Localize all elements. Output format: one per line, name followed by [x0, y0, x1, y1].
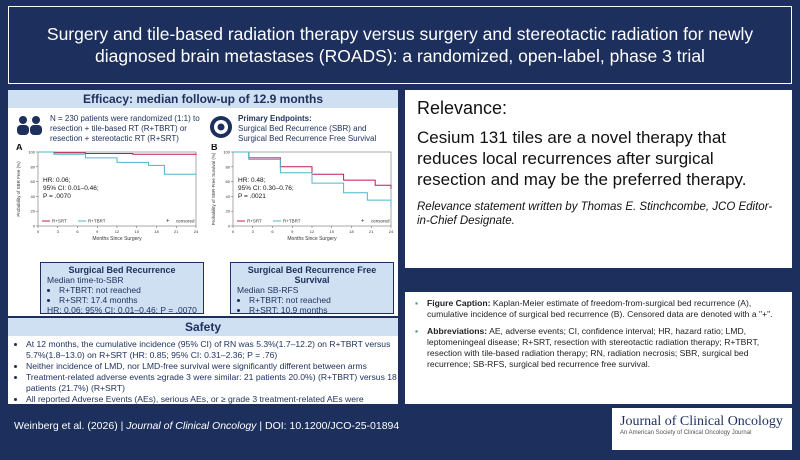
logo: Journal of Clinical Oncology An American… [612, 408, 792, 450]
result-box: Surgical Bed Recurrence Free Survival Med… [230, 262, 394, 325]
y-tick-label: 40 [31, 194, 36, 199]
relevance-panel: Relevance: Cesium 131 tiles are a novel … [405, 90, 792, 268]
box-title: Surgical Bed Recurrence Free Survival [247, 265, 377, 285]
x-tick-label: 24 [194, 229, 199, 234]
x-tick-label: 15 [135, 229, 140, 234]
panel-letter: A [16, 144, 23, 152]
x-tick-label: 12 [115, 229, 120, 234]
box-bullet: R+TBRT: not reached [59, 285, 197, 295]
y-tick-label: 20 [226, 209, 231, 214]
x-tick-label: 6 [76, 229, 79, 234]
safety-bullet: At 12 months, the cumulative incidence (… [26, 339, 398, 361]
relevance-heading: Relevance: [417, 98, 508, 118]
panel-letter: B [211, 144, 218, 152]
caption-label: Figure Caption: [427, 298, 491, 308]
safety-header: Safety [8, 318, 398, 336]
efficacy-header: Efficacy: median follow-up of 12.9 month… [8, 90, 398, 108]
x-tick-label: 18 [349, 229, 354, 234]
citation-end: | DOI: 10.1200/JCO-25-01894 [256, 420, 400, 432]
citation-start: Weinberg et al. (2026) | [14, 420, 127, 432]
y-tick-label: 80 [226, 164, 231, 169]
safety-bullet: Treatment-related adverse events ≥grade … [26, 372, 398, 394]
stat-text: HR: 0.06; [43, 177, 71, 184]
legend-plus: + [361, 219, 365, 225]
citation-journal: Journal of Clinical Oncology [126, 420, 257, 432]
legend-label: R+SRT [247, 219, 262, 224]
box-bullet: R+SRT: 17.4 months [59, 295, 197, 305]
box-bullets: R+TBRT: not reachedR+SRT: 10.9 months [237, 295, 387, 315]
people-icon [17, 116, 42, 135]
legend-label: R+TBRT [88, 219, 106, 224]
y-tick-label: 0 [228, 224, 231, 229]
y-tick-label: 100 [223, 150, 230, 155]
x-tick-label: 3 [252, 229, 255, 234]
result-box: Surgical Bed Recurrence Median time-to-SB… [40, 262, 204, 315]
endpoints-text: Surgical Bed Recurrence (SBR) and Surgic… [238, 124, 377, 143]
efficacy-panel: Efficacy: median follow-up of 12.9 month… [8, 90, 398, 325]
legend-label: censored [371, 219, 390, 224]
box-hr: HR: 0.06; 95% CI: 0.01–0.46; P = .0070 [47, 305, 197, 315]
x-tick-label: 0 [37, 229, 40, 234]
logo-subtitle: An American Society of Clinical Oncology… [620, 430, 752, 436]
relevance-text: Cesium 131 tiles are a novel therapy tha… [417, 128, 747, 189]
box-bullets: R+TBRT: not reachedR+SRT: 17.4 months [47, 285, 197, 305]
stat-text: 95% CI: 0.30–0.76; [238, 185, 294, 192]
box-subtitle: Median SB-RFS [237, 285, 299, 295]
x-tick-label: 9 [291, 229, 294, 234]
y-tick-label: 0 [33, 224, 36, 229]
legend-plus: + [166, 219, 170, 225]
x-tick-label: 21 [174, 229, 179, 234]
endpoints-label: Primary Endpoints: [238, 114, 312, 123]
x-tick-label: 21 [369, 229, 374, 234]
box-subtitle: Median time-to-SBR [47, 275, 124, 285]
x-axis-label: Months Since Surgery [287, 236, 337, 242]
y-tick-label: 40 [226, 194, 231, 199]
x-tick-label: 18 [154, 229, 159, 234]
relevance-attribution: Relevance statement written by Thomas E.… [417, 201, 773, 227]
box-bullet: R+SRT: 10.9 months [249, 305, 387, 315]
y-tick-label: 20 [31, 209, 36, 214]
caption-text: Kaplan-Meier estimate of freedom-from-su… [427, 298, 773, 319]
title: Surgery and tile-based radiation therapy… [8, 6, 792, 84]
x-tick-label: 12 [310, 229, 315, 234]
design-text: N = 230 patients were randomized (1:1) t… [50, 114, 200, 143]
box-bullet: R+TBRT: not reached [249, 295, 387, 305]
legend-label: censored [176, 219, 195, 224]
km-curve [233, 151, 392, 208]
abbreviations-label: Abbreviations: [427, 326, 488, 336]
stat-text: 95% CI: 0.01–0.46; [43, 185, 99, 192]
x-axis-label: Months Since Surgery [92, 236, 142, 242]
logo-title: Journal of Clinical Oncology [620, 414, 783, 429]
x-tick-label: 24 [389, 229, 394, 234]
stat-text: P = .0021 [238, 193, 266, 200]
citation: Weinberg et al. (2026) | Journal of Clin… [14, 420, 399, 432]
box-title: Surgical Bed Recurrence [68, 265, 176, 275]
y-tick-label: 60 [31, 179, 36, 184]
caption-panel: ▪ Figure Caption: Kaplan-Meier estimate o… [405, 292, 792, 404]
km-curve [38, 151, 196, 175]
safety-bullet: Neither incidence of LMD, nor LMD-free s… [26, 361, 398, 372]
y-tick-label: 80 [31, 164, 36, 169]
x-tick-label: 3 [57, 229, 60, 234]
stat-text: HR: 0.48; [238, 177, 266, 184]
x-tick-label: 9 [96, 229, 99, 234]
y-axis-label: Probability of SBR Free (%) [16, 161, 21, 217]
legend-label: R+TBRT [283, 219, 301, 224]
target-icon [210, 116, 232, 138]
stat-text: P = .0070 [43, 193, 71, 200]
x-tick-label: 0 [232, 229, 235, 234]
y-axis-label: Probability of SBR-Free Survival (%) [211, 152, 216, 225]
abbreviations-text: AE, adverse events; CI, confidence inter… [427, 326, 760, 369]
legend-label: R+SRT [52, 219, 67, 224]
y-tick-label: 100 [28, 150, 35, 155]
y-tick-label: 60 [226, 179, 231, 184]
safety-panel: Safety At 12 months, the cumulative inci… [8, 318, 398, 415]
x-tick-label: 15 [330, 229, 335, 234]
safety-bullet: All reported Adverse Events (AEs), serio… [26, 394, 398, 416]
km-charts: A Probability of SBR Free (%) Months Since… [16, 144, 394, 242]
x-tick-label: 6 [271, 229, 274, 234]
